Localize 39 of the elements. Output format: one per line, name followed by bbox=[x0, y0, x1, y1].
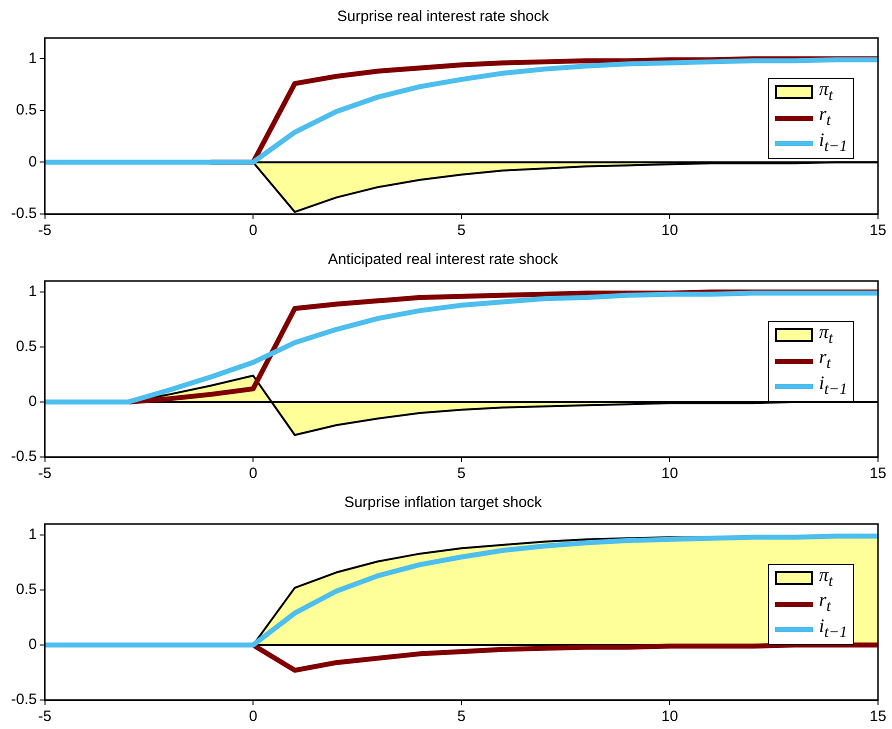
x-tick-label: 0 bbox=[248, 708, 258, 726]
y-tick-label: 1 bbox=[28, 50, 37, 67]
x-tick-label: 15 bbox=[870, 708, 886, 726]
x-tick-label: 0 bbox=[248, 465, 258, 482]
y-tick-label: 0 bbox=[28, 636, 37, 654]
legend-label: π$_{t}$ bbox=[819, 564, 833, 592]
x-tick-label: 5 bbox=[457, 222, 466, 240]
x-tick-label: -5 bbox=[38, 708, 52, 726]
x-tick-label: 10 bbox=[661, 222, 678, 240]
x-tick-label: -5 bbox=[38, 465, 52, 482]
x-tick-label: 0 bbox=[248, 222, 258, 240]
y-tick-label: 1 bbox=[28, 283, 37, 300]
legend-label: i$_{t−1}$ bbox=[819, 373, 848, 400]
x-tick-label: 15 bbox=[870, 465, 886, 482]
legend-label: i$_{t−1}$ bbox=[819, 130, 848, 157]
x-tick-label: 15 bbox=[870, 222, 886, 240]
legend-label: π$_{t}$ bbox=[819, 78, 833, 106]
x-tick-label: 10 bbox=[661, 708, 678, 726]
y-tick-label: 0 bbox=[28, 153, 37, 170]
legend-label: r$_{t}$ bbox=[819, 347, 831, 374]
y-tick-label: 0.5 bbox=[16, 581, 37, 598]
y-tick-label: 0 bbox=[28, 393, 37, 410]
y-tick-label: 1 bbox=[28, 526, 37, 544]
chart-title: Surprise inflation target shock bbox=[344, 494, 542, 512]
y-tick-label: -0.5 bbox=[10, 205, 37, 222]
x-tick-label: -5 bbox=[38, 222, 52, 240]
legend-label: r$_{t}$ bbox=[819, 590, 831, 618]
x-tick-label: 5 bbox=[457, 465, 466, 482]
x-tick-label: 10 bbox=[661, 465, 678, 482]
legend-label: π$_{t}$ bbox=[819, 322, 833, 348]
x-tick-label: 5 bbox=[457, 708, 466, 726]
chart-title: Anticipated real interest rate shock bbox=[328, 251, 559, 268]
chart-title: Surprise real interest rate shock bbox=[337, 8, 550, 26]
y-tick-label: 0.5 bbox=[16, 338, 37, 356]
legend-label: r$_{t}$ bbox=[819, 104, 831, 132]
legend-label: i$_{t−1}$ bbox=[819, 616, 848, 643]
y-tick-label: -0.5 bbox=[10, 448, 37, 466]
y-tick-label: 0.5 bbox=[16, 102, 37, 119]
y-tick-label: -0.5 bbox=[10, 691, 37, 708]
